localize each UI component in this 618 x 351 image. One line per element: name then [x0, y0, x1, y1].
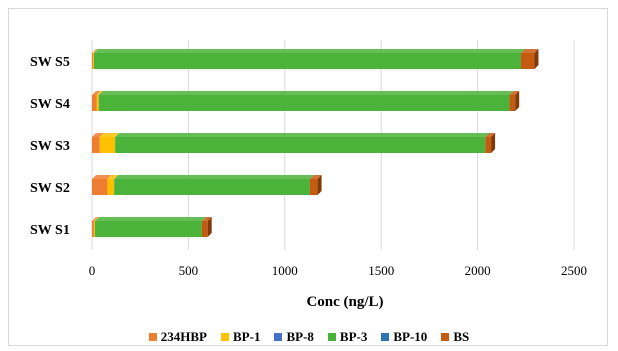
legend-label: BP-8: [286, 329, 314, 344]
bars: [92, 49, 539, 237]
legend-swatch: [148, 333, 157, 341]
chart-frame: [8, 8, 608, 346]
bar-BP-3-SW-S5: [93, 49, 525, 69]
bar-BS-SW-S2: [309, 175, 322, 195]
bar-BS-SW-S3: [485, 133, 496, 153]
bar-BP-1-SW-S5: [92, 49, 98, 69]
legend-item: BP-10: [381, 329, 427, 345]
x-tick-label: 500: [179, 263, 199, 278]
legend-label: BP-3: [339, 329, 368, 344]
category-label: SW S3: [30, 139, 70, 154]
legend-item: BP-8: [274, 329, 314, 345]
bar-BP-3-SW-S4: [98, 91, 514, 111]
bar-234HBP-SW-S4: [92, 91, 101, 111]
legend-swatch: [221, 333, 229, 341]
tick-labels: 0 500 1000 1500 2000 2500: [89, 263, 587, 278]
legend-label: 234HBP: [160, 329, 207, 344]
category-label: SW S4: [30, 97, 70, 112]
legend-label: BP-10: [393, 329, 428, 344]
category-label: SW S5: [30, 55, 70, 70]
bar-BP-1-SW-S3: [99, 133, 120, 153]
category-labels: SW S1 SW S2 SW S3 SW S4 SW S5: [30, 55, 70, 238]
category-label: SW S2: [30, 181, 70, 196]
legend-item: 234HBP: [148, 329, 207, 345]
legend-item: BP-1: [221, 329, 260, 345]
bar-end-cap: [491, 133, 496, 153]
bar-end-cap: [207, 217, 212, 237]
legend-label: BP-1: [233, 329, 261, 344]
bar-234HBP-SW-S2: [92, 175, 112, 195]
bar-BS-SW-S4: [509, 91, 520, 111]
legend-swatch: [327, 333, 336, 341]
bar-BP-1-SW-S2: [107, 175, 119, 195]
bar-BP-1-SW-S4: [96, 91, 103, 111]
legend-item: BS: [441, 329, 469, 345]
gridlines: [91, 40, 575, 250]
bar-end-cap: [534, 49, 539, 69]
category-label: SW S1: [30, 223, 70, 238]
x-tick-label: 0: [89, 263, 96, 278]
x-tick-label: 1500: [368, 263, 394, 278]
legend-swatch: [441, 333, 450, 341]
bar-BP-1-SW-S1: [93, 217, 99, 237]
bar-BP-3-SW-S1: [94, 217, 206, 237]
legend-swatch: [381, 333, 390, 341]
x-tick-label: 2000: [465, 263, 491, 278]
bar-234HBP-SW-S3: [92, 133, 104, 153]
x-tick-label: 1000: [272, 263, 298, 278]
bar-BS-SW-S5: [520, 49, 539, 69]
legend: 234HBP BP-1 BP-8 BP-3 BP-10 BS: [0, 329, 618, 345]
x-tick-label: 2500: [561, 263, 587, 278]
legend-label: BS: [453, 329, 470, 344]
x-axis-title: Conc (ng/L): [306, 294, 383, 310]
bar-end-cap: [317, 175, 322, 195]
bar-234HBP-SW-S1: [92, 217, 98, 237]
bar-234HBP-SW-S5: [92, 49, 97, 69]
legend-item: BP-3: [327, 329, 368, 345]
bar-BS-SW-S1: [201, 217, 212, 237]
legend-swatch: [274, 333, 283, 341]
bar-BP-3-SW-S2: [114, 175, 314, 195]
bar-BP-3-SW-S3: [115, 133, 490, 153]
bar-end-cap: [515, 91, 520, 111]
